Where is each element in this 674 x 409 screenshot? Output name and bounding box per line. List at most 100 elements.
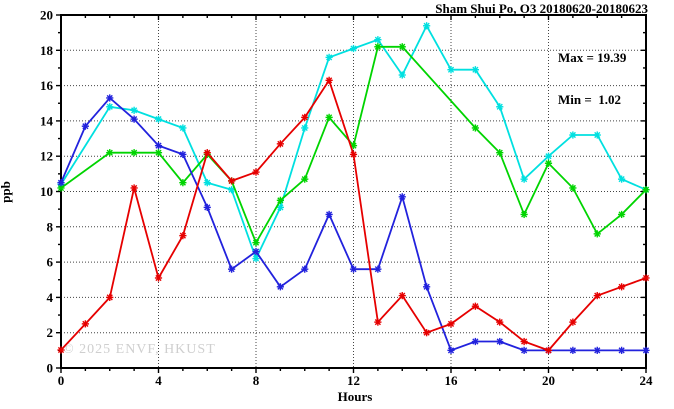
data-point-marker [179,179,187,187]
data-point-marker [569,318,577,326]
data-point-marker [569,184,577,192]
y-tick-label: 10 [40,184,53,199]
y-tick-label: 0 [47,361,54,376]
data-point-marker [57,346,65,354]
max-value-label: Max = 19.39 [558,50,627,65]
data-point-marker [496,337,504,346]
x-tick-label: 4 [155,373,162,388]
data-point-marker [349,44,358,53]
data-point-marker [276,283,284,291]
data-point-marker [276,203,284,211]
data-point-marker [618,210,626,219]
max-min-stats-box: Max = 19.39 Min = 1.02 [558,23,626,135]
data-point-marker [57,179,65,187]
data-point-marker [154,115,163,123]
data-point-marker [301,175,309,183]
data-point-marker [520,210,528,219]
data-point-marker [471,337,479,346]
y-tick-label: 18 [40,43,54,58]
data-point-marker [496,149,504,157]
data-point-marker [154,142,163,150]
data-point-marker [252,254,260,263]
data-point-marker [349,265,358,273]
data-point-marker [349,150,358,159]
data-point-marker [618,283,626,291]
data-point-marker [130,184,138,192]
x-tick-label: 20 [542,373,555,388]
data-point-marker [618,175,626,183]
data-point-marker [325,53,333,61]
data-point-marker [301,265,309,273]
data-point-marker [642,186,650,194]
data-point-marker [569,131,577,139]
data-point-marker [398,193,406,201]
data-point-marker [252,168,260,176]
data-point-marker [106,94,114,102]
x-axis-label: Hours [337,389,373,404]
data-point-marker [81,122,89,130]
series-day-4-red [57,76,650,354]
data-point-marker [374,318,382,326]
data-point-marker [642,274,650,282]
data-point-marker [593,292,601,300]
data-point-marker [325,113,333,121]
data-point-marker [130,106,138,114]
series-day-2-green [57,43,650,247]
data-point-marker [301,124,309,132]
data-point-marker [593,346,601,354]
data-point-marker [130,115,138,123]
data-point-marker [106,293,114,301]
data-point-marker [593,230,601,238]
data-point-marker [154,149,163,157]
data-point-marker [544,152,553,160]
y-tick-label: 20 [40,8,53,23]
y-axis-label: ppb [0,181,13,203]
data-point-marker [423,22,431,30]
data-point-marker [374,265,382,273]
data-point-marker [544,346,553,354]
data-point-marker [447,346,455,354]
data-point-marker [520,337,528,346]
data-point-marker [618,346,626,354]
data-point-marker [179,124,187,132]
y-tick-label: 12 [40,149,53,164]
data-point-marker [447,66,455,74]
y-tick-label: 6 [47,255,54,270]
data-point-marker [374,36,382,44]
data-point-marker [471,124,479,132]
data-point-marker [325,76,333,84]
data-point-marker [228,265,236,273]
data-point-marker [569,346,577,354]
data-point-marker [325,210,333,219]
data-point-marker [81,320,89,328]
y-tick-label: 2 [47,325,54,340]
data-point-marker [179,232,187,240]
data-point-marker [593,131,601,139]
data-point-marker [203,179,211,187]
data-point-marker [228,186,236,194]
data-point-marker [471,66,479,74]
data-point-marker [520,346,528,354]
y-tick-label: 4 [47,290,54,305]
data-point-marker [544,159,553,167]
y-tick-label: 14 [40,113,54,128]
data-point-marker [154,274,163,282]
data-point-marker [252,247,260,256]
data-point-marker [398,71,406,79]
data-point-marker [179,150,187,159]
watermark-text: © 2025 ENVF, HKUST [63,342,216,357]
x-tick-label: 0 [58,373,65,388]
data-point-marker [642,346,650,354]
data-point-marker [398,43,406,51]
data-point-marker [301,113,309,121]
data-point-marker [203,203,211,211]
data-point-marker [471,302,479,310]
data-point-marker [398,292,406,300]
data-point-marker [423,283,431,291]
x-tick-label: 16 [445,373,459,388]
data-point-marker [203,149,211,157]
data-point-marker [106,103,114,111]
data-point-marker [447,320,455,328]
